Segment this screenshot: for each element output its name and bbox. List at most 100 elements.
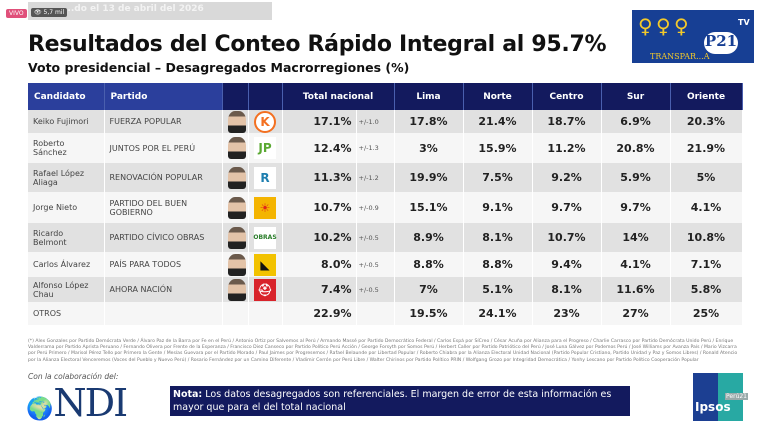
table-row: Jorge Nieto PARTIDO DEL BUEN GOBIERNO ☀ … xyxy=(28,192,743,223)
candidate-photo-icon xyxy=(227,226,246,249)
party-name: JUNTOS POR EL PERÚ xyxy=(104,133,223,163)
table-row: Ricardo Belmont PARTIDO CÍVICO OBRAS OBR… xyxy=(28,223,743,252)
ndi-logo: 🌍NDI xyxy=(26,384,128,429)
candidate-name: Carlos Álvarez xyxy=(28,252,105,277)
candidate-name: Roberto Sánchez xyxy=(28,133,105,163)
candidate-photo-icon xyxy=(227,166,246,189)
party-logo-icon: ☀ xyxy=(254,196,276,219)
party-logo xyxy=(248,302,283,325)
header-lima: Lima xyxy=(394,83,464,110)
ipsos-tag: Perú21 xyxy=(725,393,748,400)
table-row: Keiko Fujimori FUERZA POPULAR K 17.1% +/… xyxy=(28,110,743,133)
table-header: Candidato Partido Total nacional Lima No… xyxy=(28,83,743,110)
candidate-photo-icon xyxy=(227,278,246,301)
oriente-value: 4.1% xyxy=(670,192,743,223)
header-norte: Norte xyxy=(463,83,533,110)
footnote: (*) Alex Gonzales por Partido Demócrata … xyxy=(28,339,738,363)
norte-value: 24.1% xyxy=(463,302,533,325)
page-subtitle: Voto presidencial – Desagregados Macrorr… xyxy=(28,60,410,75)
margin-of-error: +/-0.5 xyxy=(356,223,395,252)
sur-value: 11.6% xyxy=(601,277,671,302)
sur-value: 27% xyxy=(601,302,671,325)
header-centro: Centro xyxy=(532,83,602,110)
candidate-photo xyxy=(222,302,249,325)
candidate-photo xyxy=(222,163,249,192)
margin-of-error: +/-1.3 xyxy=(356,133,395,163)
norte-value: 21.4% xyxy=(463,110,533,133)
candidate-name: Rafael López Aliaga xyxy=(28,163,105,192)
total-nacional: 10.2% xyxy=(282,223,357,252)
centro-value: 18.7% xyxy=(532,110,602,133)
note-box: Nota: Los datos desagregados son referen… xyxy=(170,386,630,416)
results-table: Candidato Partido Total nacional Lima No… xyxy=(28,83,743,325)
person-figure-icon: ♀ xyxy=(674,14,689,38)
sur-value: 5.9% xyxy=(601,163,671,192)
norte-value: 8.8% xyxy=(463,252,533,277)
table-row: Rafael López Aliaga RENOVACIÓN POPULAR R… xyxy=(28,163,743,192)
candidate-name: OTROS xyxy=(28,302,105,325)
margin-of-error: +/-0.5 xyxy=(356,252,395,277)
party-logo-icon: OBRAS xyxy=(253,226,277,249)
header-partido: Partido xyxy=(104,83,223,110)
margin-of-error: +/-1.2 xyxy=(356,163,395,192)
oriente-value: 5.8% xyxy=(670,277,743,302)
party-name: PARTIDO CÍVICO OBRAS xyxy=(104,223,223,252)
logo-tagline: TRANSPAR...A xyxy=(650,52,710,61)
candidate-name: Alfonso López Chau xyxy=(28,277,105,302)
lima-value: 15.1% xyxy=(394,192,464,223)
candidate-photo xyxy=(222,223,249,252)
total-nacional: 8.0% xyxy=(282,252,357,277)
centro-value: 9.4% xyxy=(532,252,602,277)
person-figure-icon: ♀ xyxy=(638,14,653,38)
lima-value: 17.8% xyxy=(394,110,464,133)
view-count: 👁 5,7 mil xyxy=(31,8,68,17)
candidate-name: Keiko Fujimori xyxy=(28,110,105,133)
candidate-photo xyxy=(222,192,249,223)
party-logo-icon: R xyxy=(254,166,276,189)
lima-value: 8.9% xyxy=(394,223,464,252)
header-sur: Sur xyxy=(601,83,671,110)
centro-value: 8.1% xyxy=(532,277,602,302)
norte-value: 15.9% xyxy=(463,133,533,163)
total-nacional: 11.3% xyxy=(282,163,357,192)
party-name: RENOVACIÓN POPULAR xyxy=(104,163,223,192)
globe-icon: 🌍 xyxy=(26,397,54,422)
party-logo: OBRAS xyxy=(248,223,283,252)
party-logo-icon: K xyxy=(254,110,276,133)
person-figure-icon: ♀ xyxy=(656,14,671,38)
peru21-transparencia-logo: ♀ ♀ ♀ P21 TV TRANSPAR...A xyxy=(632,10,754,63)
party-logo-icon: ◣ xyxy=(254,253,276,276)
header-logo xyxy=(248,83,283,110)
norte-value: 7.5% xyxy=(463,163,533,192)
candidate-photo xyxy=(222,110,249,133)
candidate-name: Ricardo Belmont xyxy=(28,223,105,252)
total-nacional: 7.4% xyxy=(282,277,357,302)
sur-value: 6.9% xyxy=(601,110,671,133)
table-row: OTROS 22.9% 19.5% 24.1% 23% 27% 25% xyxy=(28,302,743,325)
p21-brand: P21 xyxy=(704,32,738,54)
total-nacional: 22.9% xyxy=(282,302,357,325)
tv-label: TV xyxy=(738,18,750,27)
collaboration-label: Con la colaboración del: xyxy=(28,372,119,381)
table-row: Roberto Sánchez JUNTOS POR EL PERÚ JP 12… xyxy=(28,133,743,163)
norte-value: 8.1% xyxy=(463,223,533,252)
party-logo: ⛑ xyxy=(248,277,283,302)
oriente-value: 10.8% xyxy=(670,223,743,252)
live-badge: VIVO xyxy=(6,9,27,18)
candidate-photo-icon xyxy=(227,196,246,219)
candidate-photo-icon xyxy=(227,110,246,133)
total-nacional: 17.1% xyxy=(282,110,357,133)
header-oriente: Oriente xyxy=(670,83,743,110)
oriente-value: 21.9% xyxy=(670,133,743,163)
sur-value: 14% xyxy=(601,223,671,252)
lima-value: 19.5% xyxy=(394,302,464,325)
party-name xyxy=(104,302,223,325)
sur-value: 20.8% xyxy=(601,133,671,163)
header-candidato: Candidato xyxy=(28,83,105,110)
view-count-value: 5,7 mil xyxy=(43,9,65,16)
sur-value: 4.1% xyxy=(601,252,671,277)
total-nacional: 10.7% xyxy=(282,192,357,223)
note-text: Los datos desagregados son referenciales… xyxy=(173,389,612,413)
candidate-name: Jorge Nieto xyxy=(28,192,105,223)
centro-value: 10.7% xyxy=(532,223,602,252)
